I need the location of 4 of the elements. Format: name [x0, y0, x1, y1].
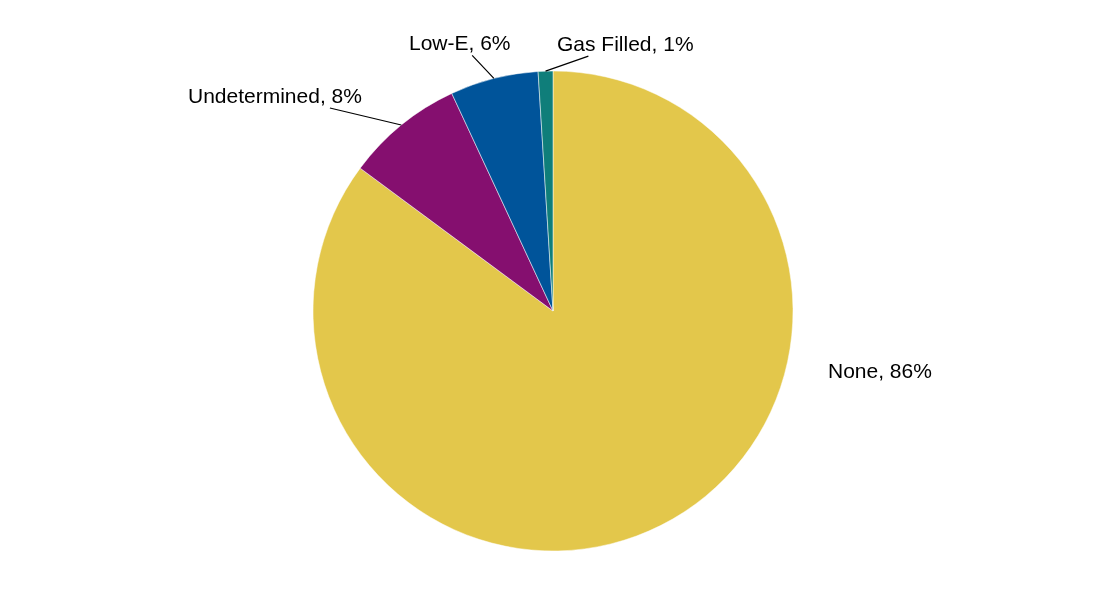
slice-label: None, 86%	[828, 359, 932, 382]
slice-label: Low-E, 6%	[409, 31, 511, 54]
slice-label: Gas Filled, 1%	[557, 32, 694, 55]
slice-label: Undetermined, 8%	[188, 84, 362, 107]
